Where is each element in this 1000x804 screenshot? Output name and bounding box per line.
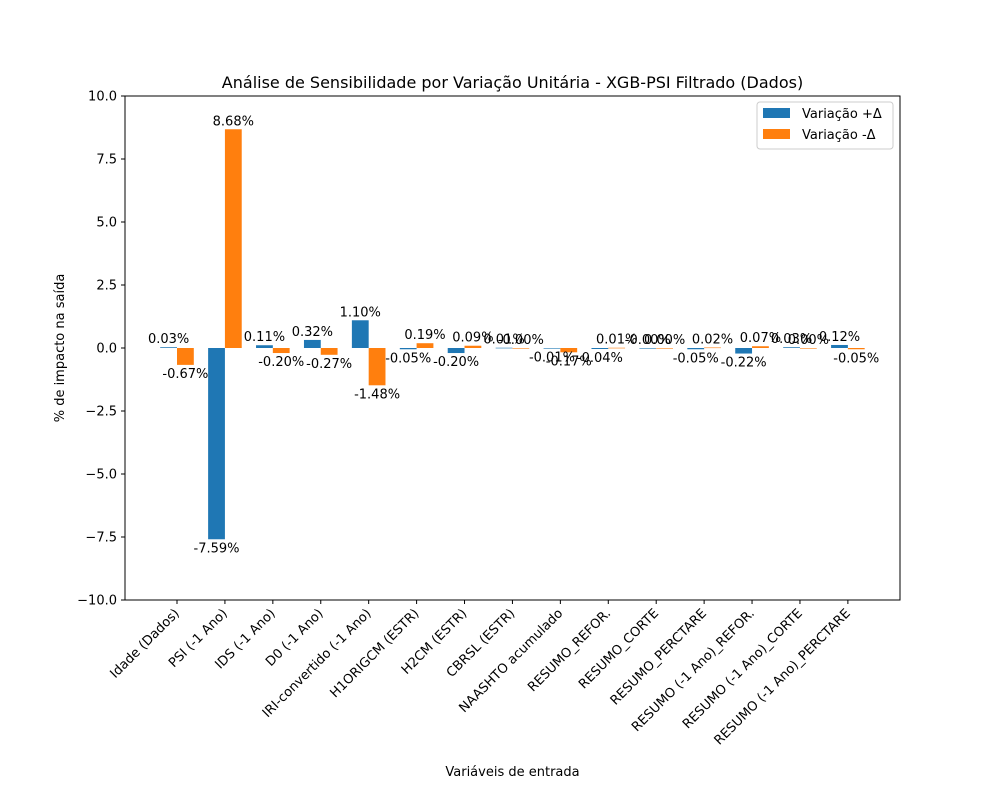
legend: Variação +Δ Variação -Δ <box>756 101 894 150</box>
bar-plus-delta <box>256 345 273 348</box>
bar-minus-delta <box>704 347 721 349</box>
bar-value-label: -1.48% <box>354 387 400 402</box>
bar-minus-delta <box>320 348 338 355</box>
bar-plus-delta <box>303 339 321 348</box>
x-tick-label: H1ORIGCM (ESTR) <box>328 606 423 701</box>
bar-value-label: 0.02% <box>692 332 733 347</box>
bar-value-label: 0.09% <box>452 331 493 346</box>
bar-plus-delta <box>399 348 417 350</box>
y-tick-label: −10.0 <box>77 594 117 609</box>
x-tick-label: RESUMO_REFOR. <box>525 606 614 695</box>
bar-value-label: -0.00% <box>625 333 671 348</box>
y-tick-label: 2.5 <box>96 279 117 294</box>
chart-title: Análise de Sensibilidade por Variação Un… <box>222 73 803 92</box>
bar-value-label: -0.22% <box>721 356 767 371</box>
bar-value-label: 0.03% <box>148 332 189 347</box>
bar-value-label: -0.17% <box>546 354 592 369</box>
y-tick-label: 7.5 <box>96 153 117 168</box>
bar-value-label: -0.20% <box>258 355 304 370</box>
bar-value-label: 1.10% <box>340 305 381 320</box>
bar-plus-delta <box>735 348 753 354</box>
bar-minus-delta <box>560 348 578 353</box>
bar-minus-delta <box>177 348 194 365</box>
bar-value-label: -0.20% <box>433 355 479 370</box>
y-axis-label: % de impacto na saída <box>53 274 68 423</box>
x-axis: Idade (Dados)PSI (-1 Ano)IDS (-1 Ano)D0 … <box>107 600 854 748</box>
bar-value-label: -0.04% <box>577 351 623 366</box>
bar-plus-delta <box>687 348 705 350</box>
bar-value-label: 8.68% <box>213 114 254 129</box>
bar-value-label: 0.01% <box>483 333 524 348</box>
bar-plus-delta <box>543 348 561 349</box>
legend-swatch <box>763 129 790 139</box>
bar-value-label: 0.19% <box>404 328 445 343</box>
bar-plus-delta <box>495 347 513 349</box>
bar-value-label: -0.05% <box>673 351 719 366</box>
y-tick-label: −2.5 <box>85 405 117 420</box>
bar-value-label: -0.05% <box>833 351 879 366</box>
legend-label: Variação +Δ <box>802 107 882 122</box>
bar-plus-delta <box>160 347 177 348</box>
y-tick-label: 5.0 <box>96 216 117 231</box>
bar-minus-delta <box>464 345 482 348</box>
bar-minus-delta <box>752 346 769 348</box>
bar-plus-delta <box>447 348 465 354</box>
bar-value-label: 0.12% <box>819 330 860 345</box>
bar-value-label: -0.05% <box>385 351 431 366</box>
bar-value-label: 0.03% <box>771 332 812 347</box>
y-tick-label: −7.5 <box>85 531 117 546</box>
bar-minus-delta <box>608 347 626 349</box>
bar-labels-layer: 0.03%-7.59%0.11% 0.32%1.10%-0.05% -0.20%0.… <box>148 114 879 556</box>
x-tick-label: RESUMO_PERCTARE <box>608 606 710 708</box>
bar-minus-delta <box>847 348 865 350</box>
bar-plus-delta <box>591 348 609 350</box>
bar-plus-delta <box>208 348 225 540</box>
legend-swatch <box>763 108 790 118</box>
bar-plus-delta <box>351 320 369 348</box>
x-axis-label: Variáveis de entrada <box>445 765 579 780</box>
x-tick-label: RESUMO_CORTE <box>576 606 662 692</box>
bar-minus-delta <box>224 129 242 348</box>
bar-minus-delta <box>368 348 386 386</box>
bar-value-label: 0.32% <box>292 325 333 340</box>
bar-minus-delta <box>656 348 673 349</box>
y-tick-label: 10.0 <box>88 90 117 105</box>
bar-value-label: -0.00% <box>498 333 544 348</box>
bar-value-label: 0.00% <box>644 333 685 348</box>
bar-value-label: -7.59% <box>194 541 240 556</box>
bar-minus-delta <box>272 348 290 354</box>
y-tick-label: 0.0 <box>96 342 117 357</box>
bar-value-label: 0.07% <box>740 331 781 346</box>
y-axis: −10.0 −7.5 −5.0 −2.5 0.0 2.5 5.0 7.5 10.0 <box>77 90 125 609</box>
bars-layer <box>160 129 865 540</box>
bar-plus-delta <box>783 347 800 348</box>
y-tick-label: −5.0 <box>85 468 117 483</box>
bar-minus-delta <box>416 343 434 348</box>
bar-value-label: -0.67% <box>162 367 208 382</box>
legend-box <box>756 101 894 150</box>
bar-plus-delta <box>639 348 657 349</box>
bar-value-label: -0.27% <box>306 357 352 372</box>
legend-label: Variação -Δ <box>802 128 876 143</box>
bar-value-label: 0.11% <box>244 330 285 345</box>
bar-value-label: 0.01% <box>596 333 637 348</box>
bar-minus-delta <box>799 348 817 349</box>
x-tick-label: Idade (Dados) <box>107 606 182 681</box>
bar-value-label: 0.00% <box>788 333 829 348</box>
bar-value-label: -0.01% <box>529 350 575 365</box>
bar-plus-delta <box>831 344 848 348</box>
bar-minus-delta <box>512 348 530 349</box>
